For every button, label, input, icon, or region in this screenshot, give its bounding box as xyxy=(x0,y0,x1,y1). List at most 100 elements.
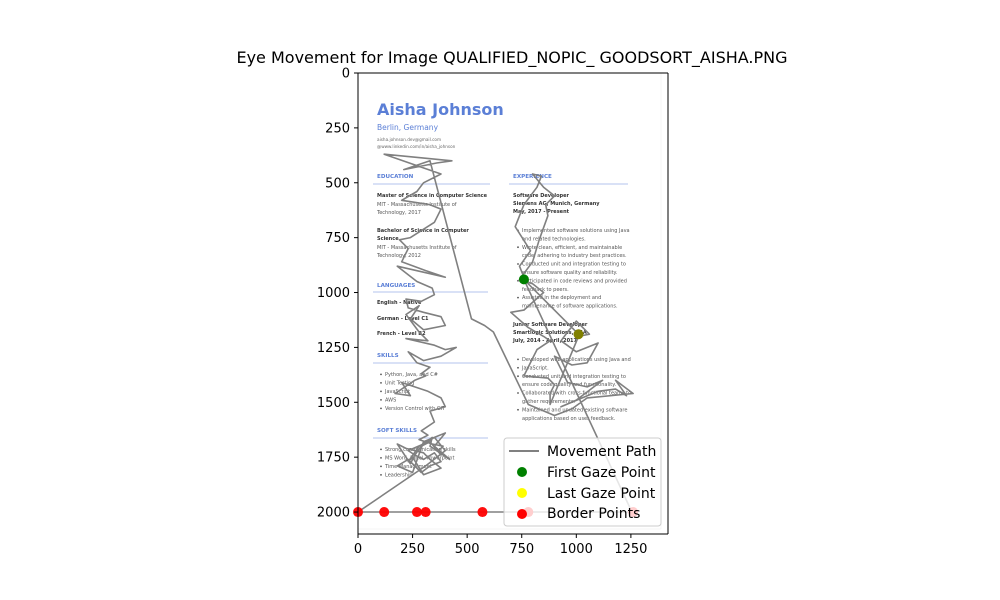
legend-marker-last-gaze xyxy=(517,488,527,498)
first-gaze-point xyxy=(518,274,529,285)
y-tick-label: 2000 xyxy=(317,506,350,521)
resume-job-dates: May, 2017 - Present xyxy=(513,209,570,215)
resume-edu-school: MIT - Massachusetts Institute of xyxy=(377,202,457,208)
gaze-points-layer xyxy=(518,274,584,340)
resume-language: English - Native xyxy=(377,300,422,306)
resume-job-company: Smartlogic Solutions, USA xyxy=(513,330,587,336)
y-tick-label: 750 xyxy=(325,231,350,246)
x-tick-label: 0 xyxy=(354,542,362,557)
resume-bullet-dot xyxy=(380,390,382,393)
resume-job-company: Siemens AG, Munich, Germany xyxy=(513,201,600,207)
last-gaze-point xyxy=(573,329,584,340)
resume-email: aisha.johnson.dev@gmail.com xyxy=(377,137,441,142)
x-tick-label: 1000 xyxy=(560,542,593,557)
x-tick-label: 500 xyxy=(455,542,480,557)
x-axis-ticks: 0 250 500 750 1000 1250 xyxy=(354,534,647,557)
legend-label-first-gaze: First Gaze Point xyxy=(547,465,656,481)
resume-bullet-text: AWS xyxy=(385,398,396,404)
movement-path-line xyxy=(358,153,634,513)
resume-bullet-dot xyxy=(517,296,519,299)
resume-bullet-text: gather requirements. xyxy=(522,399,576,405)
y-tick-label: 1500 xyxy=(317,396,350,411)
border-point xyxy=(379,507,390,518)
resume-job-dates: July, 2014 - April, 2017 xyxy=(512,338,578,344)
legend-label-last-gaze: Last Gaze Point xyxy=(547,486,656,502)
legend-label-movement-path: Movement Path xyxy=(547,444,656,460)
legend-marker-first-gaze xyxy=(517,467,527,477)
y-tick-label: 1000 xyxy=(317,286,350,301)
resume-bullet-text: Conducted unit and integration testing t… xyxy=(522,374,626,380)
y-tick-label: 250 xyxy=(325,121,350,136)
resume-bullet-dot xyxy=(517,246,519,249)
resume-bullet-text: Wrote clean, efficient, and maintainable xyxy=(522,245,622,251)
resume-bullet-text: JavaScript. xyxy=(521,365,549,371)
resume-bullet-dot xyxy=(517,366,519,369)
resume-language: French - Level B2 xyxy=(377,331,426,337)
movement-path-layer xyxy=(358,153,634,513)
resume-edu-degree: Master of Science in Computer Science xyxy=(377,193,488,199)
resume-bullet-text: and related technologies. xyxy=(522,236,586,242)
resume-bullet-text: applications based on user feedback. xyxy=(522,416,616,422)
resume-bullet-dot xyxy=(517,392,519,394)
resume-location: Berlin, Germany xyxy=(377,123,439,132)
resume-bullet-dot xyxy=(380,407,382,410)
resume-bullet-dot xyxy=(517,358,519,361)
resume-heading-soft-skills: SOFT SKILLS xyxy=(377,428,417,434)
resume-bullet-text: Python, Java, and C# xyxy=(385,372,438,378)
resume-heading-education: EDUCATION xyxy=(377,174,414,180)
resume-bullet-text: Unit Testing xyxy=(385,381,414,387)
resume-bullet-dot xyxy=(380,382,382,384)
resume-edu-degree: Bachelor of Science in Computer xyxy=(377,228,469,234)
resume-bullet-dot xyxy=(380,474,382,476)
resume-bullet-dot xyxy=(517,408,519,411)
resume-bullet-text: Maintained and updated existing software xyxy=(522,407,627,413)
resume-edu-degree: Science xyxy=(377,236,399,242)
x-tick-label: 750 xyxy=(509,542,534,557)
resume-bullet-text: Participated in code reviews and provide… xyxy=(522,278,627,284)
resume-job-title: Junior Software Developer xyxy=(512,322,588,328)
resume-bullet-text: Version Control with GIT xyxy=(385,406,446,412)
resume-bullet-text: Leadership xyxy=(385,473,412,479)
resume-bullet-text: Assisted in the deployment and xyxy=(522,295,601,301)
resume-name: Aisha Johnson xyxy=(377,100,504,119)
legend-marker-border-points xyxy=(517,509,527,519)
resume-job-bullets: Implemented software solutions using Jav… xyxy=(517,228,630,310)
resume-bullet-text: feedback to peers. xyxy=(522,287,569,293)
resume-language: German - Level C1 xyxy=(377,316,429,322)
resume-bullet-dot xyxy=(517,263,519,265)
border-point xyxy=(477,507,488,518)
resume-bullet-text: ensure code quality and functionality. xyxy=(522,382,616,388)
resume-bullet-dot xyxy=(380,465,382,468)
resume-bullet-text: maintenance of software applications. xyxy=(522,304,618,310)
x-tick-label: 250 xyxy=(400,542,425,557)
chart-title: Eye Movement for Image QUALIFIED_NOPIC_ … xyxy=(236,48,787,68)
resume-bullet-dot xyxy=(517,375,519,378)
resume-bullet-dot xyxy=(517,279,519,282)
resume-bullet-dot xyxy=(380,448,382,451)
resume-bullet-dot xyxy=(380,399,382,401)
y-tick-label: 1250 xyxy=(317,341,350,356)
resume-heading-languages: LANGUAGES xyxy=(377,283,415,289)
resume-bullet-text: code, adhering to industry best practice… xyxy=(522,253,627,259)
resume-bullet-text: Time Management xyxy=(384,464,432,470)
resume-bullet-text: ensure software quality and reliability. xyxy=(522,270,618,276)
resume-bullet-text: Implemented software solutions using Jav… xyxy=(522,228,630,234)
resume-edu-school: Technology, 2017 xyxy=(376,210,421,216)
y-axis-ticks: 0 250 500 750 1000 1250 1500 1750 2000 xyxy=(317,67,358,521)
resume-edu-school: Technology, 2012 xyxy=(376,253,421,259)
resume-bullet-text: Developed web applications using Java an… xyxy=(522,357,631,363)
resume-bullet-text: MS Word, Excel, Powerpoint xyxy=(385,456,454,462)
resume-heading-experience: EXPERIENCE xyxy=(513,174,552,180)
resume-bullet-text: Conducted unit and integration testing t… xyxy=(522,262,626,268)
resume-edu-school: MIT - Massachusetts Institute of xyxy=(377,245,457,251)
border-point xyxy=(420,507,431,518)
y-tick-label: 500 xyxy=(325,176,350,191)
legend-label-border-points: Border Points xyxy=(547,506,640,522)
border-point xyxy=(411,507,422,518)
resume-job-title: Software Developer xyxy=(513,193,570,199)
y-tick-label: 1750 xyxy=(317,451,350,466)
x-tick-label: 1250 xyxy=(614,542,647,557)
legend: Movement Path First Gaze Point Last Gaze… xyxy=(503,437,662,527)
resume-heading-skills: SKILLS xyxy=(377,353,399,359)
